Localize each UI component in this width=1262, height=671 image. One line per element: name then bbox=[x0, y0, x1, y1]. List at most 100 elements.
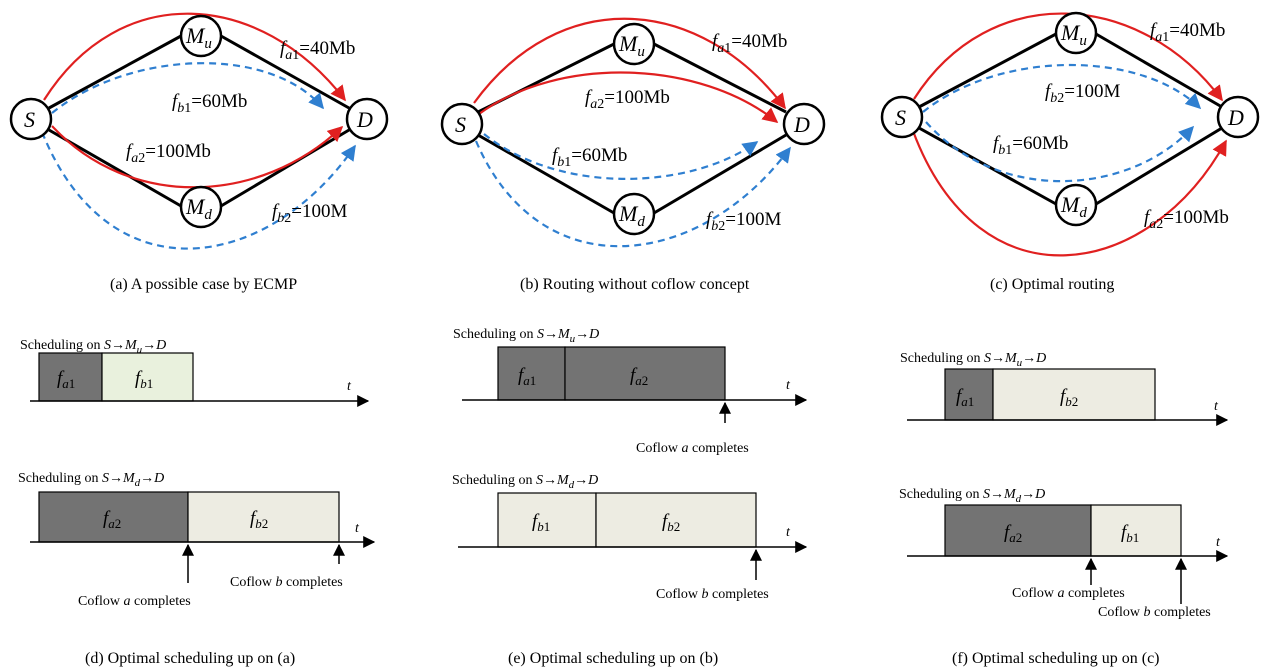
block-fb2 bbox=[595, 492, 757, 548]
coflow-b-completes: Coflow b completes bbox=[1098, 605, 1211, 620]
panel-a-network: S D Mu Md fa1=40Mb fb1=60Mb fa2=100Mb fb… bbox=[9, 12, 389, 250]
flow-fa1-path bbox=[43, 12, 346, 102]
block-fb2-label: fb2 bbox=[1060, 386, 1078, 409]
block-fa2-label: fa2 bbox=[103, 508, 121, 531]
block-fa1-label: fa1 bbox=[518, 365, 536, 388]
flow-fb1-path bbox=[483, 133, 759, 180]
coflow-b-completes: Coflow b completes bbox=[230, 575, 343, 590]
caption-f: (f) Optimal scheduling up on (c) bbox=[952, 650, 1160, 667]
link-s-mu bbox=[48, 34, 182, 110]
node-s-label: S bbox=[24, 107, 35, 132]
link-md-d bbox=[220, 128, 350, 208]
block-fa1 bbox=[38, 352, 103, 402]
flow-fb2-path bbox=[40, 131, 356, 250]
node-s bbox=[9, 97, 53, 141]
time-label: t bbox=[1214, 399, 1219, 414]
schedule-md-label: Scheduling on S→Md→D bbox=[18, 471, 164, 489]
time-label: t bbox=[1216, 535, 1221, 550]
flow-fb2-path bbox=[922, 63, 1202, 113]
panel-c-network: S D Mu Md fa1=40Mb fb2=100M fb1=60Mb fa2… bbox=[880, 11, 1260, 257]
block-fb1 bbox=[497, 492, 597, 548]
block-fa2-label: fa2 bbox=[1004, 522, 1022, 545]
flow-fa2-path bbox=[911, 130, 1227, 257]
flow-fa1-path bbox=[913, 12, 1223, 102]
time-label: t bbox=[786, 378, 791, 393]
coflow-a-completes: Coflow a completes bbox=[78, 594, 191, 609]
node-d bbox=[1216, 95, 1260, 139]
panel-e-schedule: Scheduling on S→Mu→D t fa1 fa2 Coflow a … bbox=[452, 327, 808, 602]
caption-a: (a) A possible case by ECMP bbox=[110, 276, 297, 293]
block-fb1 bbox=[1090, 504, 1182, 557]
node-md bbox=[612, 192, 656, 236]
label-fa2: fa2=100Mb bbox=[585, 87, 670, 112]
label-fb2: fb2=100M bbox=[1045, 81, 1120, 106]
coflow-a-completes: Coflow a completes bbox=[1012, 586, 1125, 601]
node-mu-label: Mu bbox=[1060, 20, 1087, 49]
panel-b-network: S D Mu Md fa1=40Mb fa2=100Mb fb1=60Mb fb… bbox=[440, 17, 826, 248]
node-md-label: Md bbox=[1060, 192, 1087, 221]
node-s bbox=[440, 102, 484, 146]
label-fb1: fb1=60Mb bbox=[172, 91, 247, 116]
block-fb1-label: fb1 bbox=[1121, 522, 1139, 545]
node-mu bbox=[1054, 11, 1098, 55]
block-fa1-label: fa1 bbox=[956, 386, 974, 409]
schedule-mu-label: Scheduling on S→Mu→D bbox=[453, 327, 599, 345]
node-d-label: D bbox=[356, 107, 373, 132]
block-fa2-label: fa2 bbox=[630, 365, 648, 388]
node-mu-label: Mu bbox=[185, 23, 212, 52]
link-mu-d bbox=[220, 34, 350, 110]
node-d-label: D bbox=[793, 112, 810, 137]
schedule-mu-label: Scheduling on S→Mu→D bbox=[900, 351, 1046, 369]
block-fb2 bbox=[992, 368, 1156, 421]
coflow-b-completes: Coflow b completes bbox=[656, 587, 769, 602]
label-fa1: fa1=40Mb bbox=[712, 31, 787, 56]
node-md bbox=[179, 185, 223, 229]
block-fb1 bbox=[101, 352, 194, 402]
label-fa1: fa1=40Mb bbox=[1150, 20, 1225, 45]
flow-fa2-path bbox=[478, 71, 779, 123]
label-fa2: fa2=100Mb bbox=[126, 141, 211, 166]
node-s bbox=[880, 95, 924, 139]
time-label: t bbox=[786, 525, 791, 540]
panel-d-schedule: Scheduling on S→Mu→D t fa1 fb1 Schedulin… bbox=[18, 338, 376, 609]
block-fa2 bbox=[564, 346, 726, 401]
caption-b: (b) Routing without coflow concept bbox=[520, 276, 750, 293]
label-fa2: fa2=100Mb bbox=[1144, 207, 1229, 232]
link-md-d bbox=[653, 133, 787, 215]
block-fb1-label: fb1 bbox=[532, 511, 550, 534]
caption-e: (e) Optimal scheduling up on (b) bbox=[508, 650, 718, 667]
link-s-mu bbox=[918, 32, 1057, 109]
flow-fb1-path bbox=[925, 121, 1195, 183]
block-fa2 bbox=[944, 504, 1092, 557]
node-s-label: S bbox=[895, 105, 906, 130]
node-md bbox=[1054, 183, 1098, 227]
node-d-label: D bbox=[1227, 105, 1244, 130]
link-md-d bbox=[1095, 126, 1223, 206]
flow-fb1-path bbox=[51, 62, 324, 114]
node-d bbox=[345, 97, 389, 141]
flow-fb2-path bbox=[474, 140, 791, 248]
block-fb2-label: fb2 bbox=[662, 511, 680, 534]
node-mu bbox=[179, 14, 223, 58]
label-fb1: fb1=60Mb bbox=[552, 145, 627, 170]
node-md-label: Md bbox=[618, 201, 645, 230]
block-fa1-label: fa1 bbox=[57, 368, 75, 391]
node-mu bbox=[612, 22, 656, 66]
link-s-md bbox=[477, 133, 615, 215]
node-s-label: S bbox=[455, 112, 466, 137]
node-mu-label: Mu bbox=[618, 31, 645, 60]
time-label: t bbox=[347, 379, 352, 394]
node-md-label: Md bbox=[185, 194, 212, 223]
block-fb2-label: fb2 bbox=[250, 508, 268, 531]
node-d bbox=[782, 102, 826, 146]
panel-f-schedule: Scheduling on S→Mu→D t fa1 fb2 Schedulin… bbox=[899, 351, 1229, 620]
time-label: t bbox=[355, 521, 360, 536]
coflow-a-completes: Coflow a completes bbox=[636, 441, 749, 456]
caption-d: (d) Optimal scheduling up on (a) bbox=[85, 650, 295, 667]
schedule-md-label: Scheduling on S→Md→D bbox=[899, 487, 1045, 505]
label-fb2: fb2=100M bbox=[706, 209, 781, 234]
schedule-mu-label: Scheduling on S→Mu→D bbox=[20, 338, 166, 356]
caption-c: (c) Optimal routing bbox=[990, 276, 1114, 293]
label-fa1: fa1=40Mb bbox=[280, 38, 355, 63]
label-fb2: fb2=100M bbox=[272, 201, 347, 226]
